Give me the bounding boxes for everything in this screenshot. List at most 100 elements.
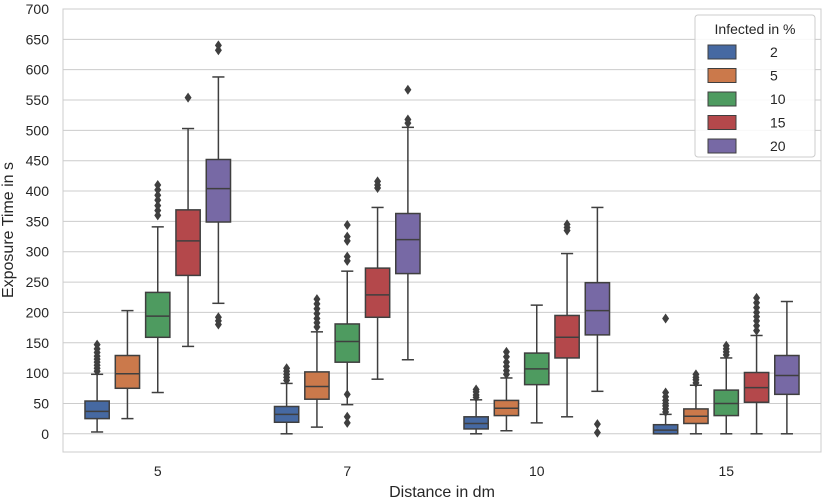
box-group-5: [84, 40, 232, 433]
box-group-15: [652, 292, 800, 435]
box: [554, 219, 580, 418]
legend-swatch: [707, 68, 737, 83]
outlier-point: [283, 363, 291, 374]
legend-title: Infected in %: [715, 21, 796, 37]
outlier-point: [154, 179, 162, 190]
outlier-point: [343, 251, 351, 262]
legend-label: 5: [770, 68, 778, 84]
box-iqr: [84, 400, 110, 420]
box-group-7: [273, 84, 421, 435]
outlier-point: [502, 357, 510, 368]
box-groups: [84, 40, 800, 438]
y-tick-label: 150: [26, 335, 50, 351]
box: [713, 340, 740, 435]
outlier-point: [692, 369, 700, 380]
box-iqr: [334, 323, 361, 363]
legend-swatch: [707, 138, 737, 154]
box-iqr: [205, 158, 232, 223]
y-tick-label: 200: [26, 304, 50, 320]
legend-swatch: [707, 115, 737, 130]
y-tick-label: 50: [33, 395, 49, 411]
y-tick-label: 600: [26, 62, 50, 78]
outlier-point: [662, 387, 670, 398]
box: [774, 300, 800, 435]
x-axis-ticks: 5 7 10 15: [154, 463, 734, 479]
box: [334, 220, 361, 428]
x-tick-label: 10: [529, 463, 545, 479]
outlier-point: [214, 312, 222, 323]
y-tick-label: 100: [26, 365, 50, 381]
y-tick-label: 700: [26, 1, 50, 17]
legend-item-15: 15: [707, 115, 786, 131]
box-iqr: [364, 267, 391, 319]
legend-label: 20: [770, 138, 786, 154]
legend-swatch: [707, 91, 737, 107]
box: [395, 84, 421, 361]
y-tick-label: 450: [26, 153, 50, 169]
box: [493, 346, 520, 432]
box: [683, 369, 709, 435]
legend-item-5: 5: [707, 68, 778, 84]
box: [304, 294, 330, 428]
box: [463, 384, 489, 435]
outlier-point: [154, 190, 162, 201]
outlier-point: [343, 389, 351, 400]
outlier-point: [343, 231, 351, 242]
y-axis-title: Exposure Time in s: [0, 162, 17, 298]
outlier-point: [214, 40, 222, 51]
y-axis-ticks: 0 50 100 150 200 250 300 350 400 450 500 550 600 650 7…: [26, 1, 50, 442]
box-iqr: [652, 423, 679, 435]
outlier-point: [502, 346, 510, 357]
legend-items: 2 5 10 15 20: [707, 44, 786, 154]
y-tick-label: 550: [26, 92, 50, 108]
outlier-point: [563, 219, 571, 230]
outlier-point: [343, 411, 351, 422]
y-tick-label: 0: [41, 426, 49, 442]
outlier-point: [404, 84, 412, 95]
x-tick-label: 15: [718, 463, 734, 479]
box-iqr: [395, 212, 421, 275]
box: [175, 92, 201, 348]
box: [584, 206, 611, 438]
box: [205, 40, 232, 330]
box: [144, 179, 171, 394]
outlier-point: [313, 294, 321, 305]
outlier-point: [593, 427, 601, 438]
y-tick-label: 300: [26, 244, 50, 260]
legend: Infected in % 2 5 10 15 20: [694, 14, 816, 158]
y-tick-label: 500: [26, 122, 50, 138]
y-tick-label: 650: [26, 31, 50, 47]
box: [114, 309, 141, 420]
box: [743, 292, 770, 435]
x-axis-title: Distance in dm: [389, 484, 495, 501]
outlier-point: [593, 419, 601, 430]
outlier-point: [184, 92, 192, 103]
outlier-point: [343, 220, 351, 231]
outlier-point: [93, 339, 101, 350]
legend-swatch: [707, 44, 737, 60]
box-iqr: [304, 371, 330, 400]
box: [523, 304, 550, 424]
outlier-point: [374, 176, 382, 187]
box-group-10: [463, 206, 611, 438]
box-iqr: [144, 291, 171, 339]
outlier-point: [404, 114, 412, 125]
y-tick-label: 400: [26, 183, 50, 199]
legend-item-2: 2: [707, 44, 778, 60]
outlier-point: [154, 200, 162, 211]
legend-item-20: 20: [707, 138, 786, 154]
outlier-point: [753, 292, 761, 303]
legend-item-10: 10: [707, 91, 786, 107]
box-iqr: [584, 281, 611, 336]
plot-frame: [62, 8, 822, 453]
x-tick-label: 7: [343, 463, 351, 479]
box: [273, 363, 300, 435]
box-iqr: [114, 354, 141, 390]
outlier-point: [472, 384, 480, 395]
box: [84, 339, 110, 433]
y-tick-label: 350: [26, 213, 50, 229]
legend-label: 15: [770, 115, 786, 131]
box-iqr: [175, 209, 201, 277]
box: [652, 313, 679, 435]
